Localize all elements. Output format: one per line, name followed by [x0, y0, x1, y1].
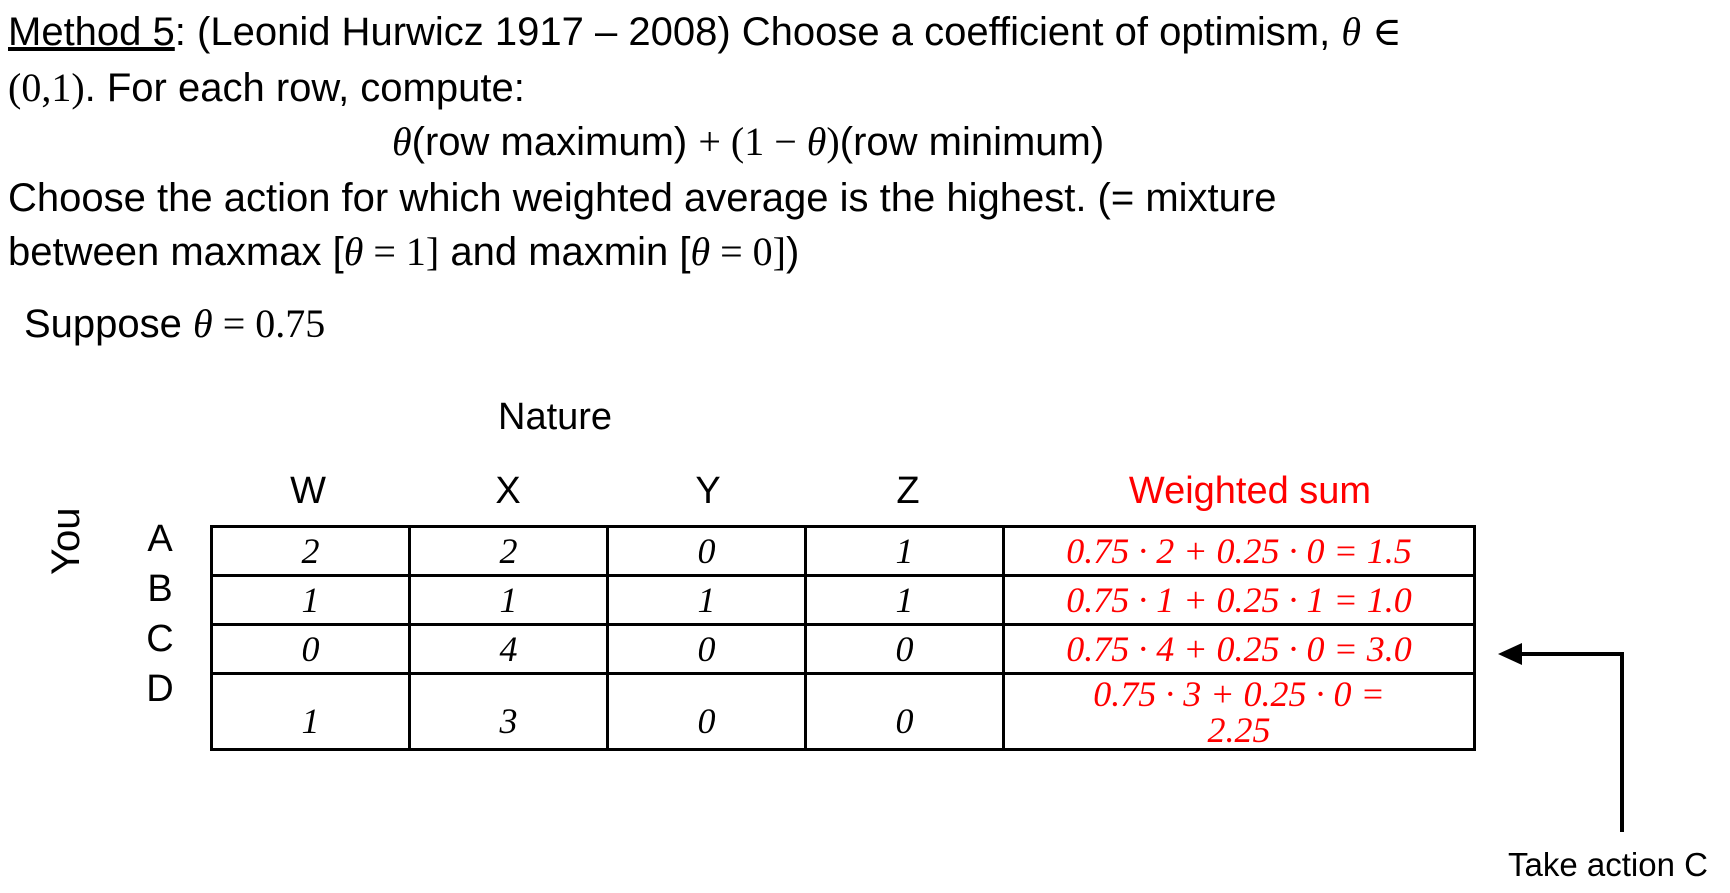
theta-symbol-suppose: θ — [193, 301, 213, 346]
maxmin-value: = 0] — [710, 229, 787, 274]
theta-symbol: θ — [1341, 9, 1361, 54]
weighted-sum-line-1: 0.75 · 3 + 0.25 · 0 = — [1093, 673, 1385, 714]
weighted-sum-cell: 0.75 · 1 + 0.25 · 1 = 1.0 — [1002, 574, 1476, 626]
table-row: 2 2 0 1 0.75 · 2 + 0.25 · 0 = 1.5 — [210, 525, 1476, 577]
formula-operator: + (1 − — [698, 119, 807, 164]
take-action-note: Take action C — [1508, 846, 1708, 883]
table-row: 1 3 0 0 0.75 · 3 + 0.25 · 0 = 2.25 — [210, 672, 1476, 751]
payoff-cell: 0 — [210, 623, 411, 675]
close-paren: ) — [786, 230, 800, 274]
maxmin-text: and maxmin [ — [439, 230, 691, 274]
formula-theta-2: θ — [806, 119, 827, 164]
weighted-sum-line-2: 2.25 — [1207, 709, 1271, 750]
row-label-d: D — [146, 668, 174, 710]
weighted-sum-cell: 0.75 · 2 + 0.25 · 0 = 1.5 — [1002, 525, 1476, 577]
theta-symbol-max: θ — [343, 229, 364, 274]
method-label: Method 5 — [8, 10, 175, 54]
element-of-symbol: ∈ — [1372, 9, 1402, 54]
payoff-cell: 0 — [804, 672, 1005, 751]
weighted-sum-cell: 0.75 · 3 + 0.25 · 0 = 2.25 — [1002, 672, 1476, 751]
column-header-x: X — [495, 470, 521, 512]
weighted-sum-header: Weighted sum — [1128, 470, 1372, 512]
payoff-cell: 1 — [606, 574, 807, 626]
theta-symbol-min: θ — [690, 229, 711, 274]
payoff-cell: 1 — [408, 574, 609, 626]
maxmax-text: between maxmax [ — [8, 230, 344, 274]
suppose-line: Suppose θ = 0.75 — [24, 300, 325, 348]
payoff-cell: 0 — [606, 672, 807, 751]
payoff-cell: 2 — [408, 525, 609, 577]
formula: θ(row maximum) + (1 − θ)(row minimum) — [392, 118, 1104, 166]
table-row: 1 1 1 1 0.75 · 1 + 0.25 · 1 = 1.0 — [210, 574, 1476, 626]
payoff-cell: 4 — [408, 623, 609, 675]
payoff-cell: 1 — [210, 672, 411, 751]
payoff-cell: 1 — [210, 574, 411, 626]
maxmax-value: = 1] — [363, 229, 440, 274]
column-header-w: W — [290, 470, 326, 512]
weighted-sum-cell: 0.75 · 4 + 0.25 · 0 = 3.0 — [1002, 623, 1476, 675]
payoff-cell: 0 — [606, 525, 807, 577]
intro-line-4: Choose the action for which weighted ave… — [8, 176, 1277, 220]
formula-close-paren: ) — [826, 119, 840, 164]
arrow-line — [1512, 652, 1624, 832]
suppose-value: = 0.75 — [212, 301, 326, 346]
row-label-a: A — [147, 518, 173, 560]
formula-theta: θ — [392, 119, 412, 164]
compute-text: . For each row, compute: — [84, 66, 525, 110]
arrow-head-icon — [1498, 643, 1522, 665]
column-header-y: Y — [695, 470, 721, 512]
payoff-cell: 2 — [210, 525, 411, 577]
table-row: 0 4 0 0 0.75 · 4 + 0.25 · 0 = 3.0 — [210, 623, 1476, 675]
nature-label: Nature — [498, 396, 613, 438]
payoff-cell: 0 — [606, 623, 807, 675]
payoff-cell: 1 — [804, 574, 1005, 626]
intro-line-1: Method 5: (Leonid Hurwicz 1917 – 2008) C… — [8, 8, 1402, 56]
method-description: : (Leonid Hurwicz 1917 – 2008) Choose a … — [174, 10, 1342, 54]
payoff-table: 2 2 0 1 0.75 · 2 + 0.25 · 0 = 1.5 1 1 1 … — [210, 525, 1476, 751]
intro-line-5: between maxmax [θ = 1] and maxmin [θ = 0… — [8, 228, 799, 276]
formula-row-max: (row maximum) — [411, 120, 699, 164]
payoff-cell: 1 — [804, 525, 1005, 577]
row-label-b: B — [147, 568, 173, 610]
row-label-c: C — [146, 618, 174, 660]
intro-line-2: (0,1). For each row, compute: — [8, 64, 525, 112]
suppose-text: Suppose — [24, 302, 194, 346]
interval: (0,1) — [8, 65, 85, 110]
formula-row-min: (row minimum) — [839, 120, 1105, 164]
payoff-cell: 3 — [408, 672, 609, 751]
payoff-cell: 0 — [804, 623, 1005, 675]
column-header-z: Z — [896, 470, 920, 512]
